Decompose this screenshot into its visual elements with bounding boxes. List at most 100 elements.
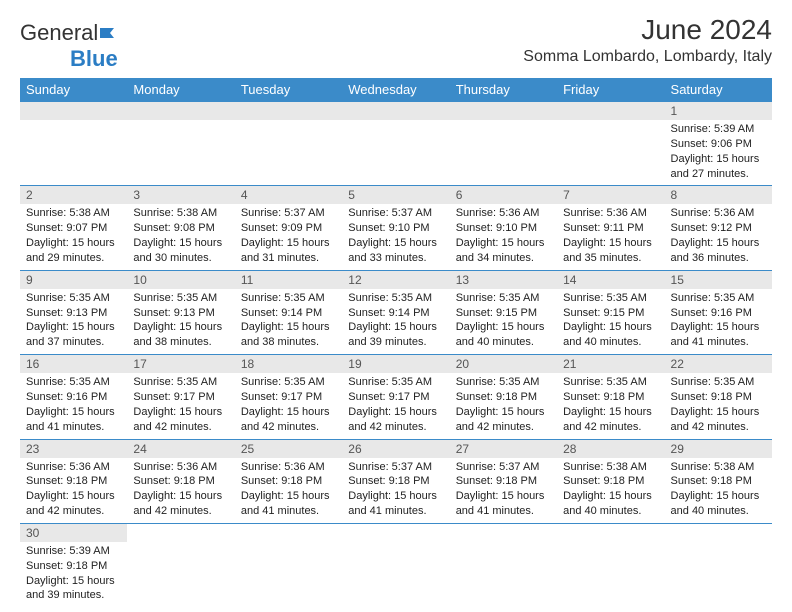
day-content: Sunrise: 5:37 AMSunset: 9:18 PMDaylight:… — [342, 458, 449, 523]
logo-name1: General — [20, 20, 98, 45]
day-content: Sunrise: 5:39 AMSunset: 9:06 PMDaylight:… — [665, 120, 772, 185]
day-number: 14 — [557, 271, 664, 289]
day-number: 16 — [20, 355, 127, 373]
day-content: Sunrise: 5:36 AMSunset: 9:18 PMDaylight:… — [20, 458, 127, 523]
day-content: Sunrise: 5:37 AMSunset: 9:18 PMDaylight:… — [450, 458, 557, 523]
calendar-cell: 27Sunrise: 5:37 AMSunset: 9:18 PMDayligh… — [450, 439, 557, 523]
day-content: Sunrise: 5:37 AMSunset: 9:10 PMDaylight:… — [342, 204, 449, 269]
day-number: 26 — [342, 440, 449, 458]
calendar-cell — [342, 102, 449, 186]
calendar-cell: 11Sunrise: 5:35 AMSunset: 9:14 PMDayligh… — [235, 270, 342, 354]
calendar-cell: 23Sunrise: 5:36 AMSunset: 9:18 PMDayligh… — [20, 439, 127, 523]
calendar-row: 16Sunrise: 5:35 AMSunset: 9:16 PMDayligh… — [20, 355, 772, 439]
calendar-cell: 21Sunrise: 5:35 AMSunset: 9:18 PMDayligh… — [557, 355, 664, 439]
day-content: Sunrise: 5:35 AMSunset: 9:14 PMDaylight:… — [342, 289, 449, 354]
calendar-cell — [665, 523, 772, 607]
location: Somma Lombardo, Lombardy, Italy — [523, 48, 772, 66]
day-content: Sunrise: 5:38 AMSunset: 9:08 PMDaylight:… — [127, 204, 234, 269]
calendar-row: 1Sunrise: 5:39 AMSunset: 9:06 PMDaylight… — [20, 102, 772, 186]
day-content: Sunrise: 5:35 AMSunset: 9:13 PMDaylight:… — [20, 289, 127, 354]
day-content: Sunrise: 5:35 AMSunset: 9:16 PMDaylight:… — [665, 289, 772, 354]
calendar-cell: 4Sunrise: 5:37 AMSunset: 9:09 PMDaylight… — [235, 186, 342, 270]
calendar-cell: 20Sunrise: 5:35 AMSunset: 9:18 PMDayligh… — [450, 355, 557, 439]
day-number: 24 — [127, 440, 234, 458]
calendar-cell — [235, 102, 342, 186]
calendar-table: SundayMondayTuesdayWednesdayThursdayFrid… — [20, 78, 772, 607]
day-number — [127, 102, 234, 120]
day-number: 6 — [450, 186, 557, 204]
calendar-cell — [557, 523, 664, 607]
calendar-cell: 3Sunrise: 5:38 AMSunset: 9:08 PMDaylight… — [127, 186, 234, 270]
logo-text: GeneralBlue — [20, 20, 120, 72]
calendar-cell: 10Sunrise: 5:35 AMSunset: 9:13 PMDayligh… — [127, 270, 234, 354]
day-content: Sunrise: 5:36 AMSunset: 9:11 PMDaylight:… — [557, 204, 664, 269]
day-content: Sunrise: 5:38 AMSunset: 9:18 PMDaylight:… — [557, 458, 664, 523]
day-number: 12 — [342, 271, 449, 289]
month-title: June 2024 — [523, 14, 772, 46]
weekday-header-row: SundayMondayTuesdayWednesdayThursdayFrid… — [20, 78, 772, 102]
logo-name2: Blue — [70, 46, 118, 71]
day-number: 22 — [665, 355, 772, 373]
weekday-header: Friday — [557, 78, 664, 102]
calendar-cell: 13Sunrise: 5:35 AMSunset: 9:15 PMDayligh… — [450, 270, 557, 354]
calendar-cell: 2Sunrise: 5:38 AMSunset: 9:07 PMDaylight… — [20, 186, 127, 270]
day-content: Sunrise: 5:35 AMSunset: 9:13 PMDaylight:… — [127, 289, 234, 354]
day-number — [235, 102, 342, 120]
calendar-row: 23Sunrise: 5:36 AMSunset: 9:18 PMDayligh… — [20, 439, 772, 523]
weekday-header: Wednesday — [342, 78, 449, 102]
day-number: 15 — [665, 271, 772, 289]
calendar-cell: 8Sunrise: 5:36 AMSunset: 9:12 PMDaylight… — [665, 186, 772, 270]
calendar-cell: 14Sunrise: 5:35 AMSunset: 9:15 PMDayligh… — [557, 270, 664, 354]
day-number: 2 — [20, 186, 127, 204]
day-number: 28 — [557, 440, 664, 458]
calendar-cell: 15Sunrise: 5:35 AMSunset: 9:16 PMDayligh… — [665, 270, 772, 354]
calendar-body: 1Sunrise: 5:39 AMSunset: 9:06 PMDaylight… — [20, 102, 772, 608]
day-content: Sunrise: 5:35 AMSunset: 9:18 PMDaylight:… — [557, 373, 664, 438]
day-number: 11 — [235, 271, 342, 289]
day-number: 4 — [235, 186, 342, 204]
day-number: 5 — [342, 186, 449, 204]
day-number: 7 — [557, 186, 664, 204]
day-content: Sunrise: 5:37 AMSunset: 9:09 PMDaylight:… — [235, 204, 342, 269]
day-number: 21 — [557, 355, 664, 373]
calendar-cell — [20, 102, 127, 186]
day-content: Sunrise: 5:35 AMSunset: 9:17 PMDaylight:… — [342, 373, 449, 438]
day-number: 30 — [20, 524, 127, 542]
day-number: 20 — [450, 355, 557, 373]
calendar-cell: 5Sunrise: 5:37 AMSunset: 9:10 PMDaylight… — [342, 186, 449, 270]
day-number: 9 — [20, 271, 127, 289]
calendar-cell: 12Sunrise: 5:35 AMSunset: 9:14 PMDayligh… — [342, 270, 449, 354]
calendar-cell: 17Sunrise: 5:35 AMSunset: 9:17 PMDayligh… — [127, 355, 234, 439]
calendar-cell: 16Sunrise: 5:35 AMSunset: 9:16 PMDayligh… — [20, 355, 127, 439]
calendar-cell: 22Sunrise: 5:35 AMSunset: 9:18 PMDayligh… — [665, 355, 772, 439]
weekday-header: Saturday — [665, 78, 772, 102]
header: GeneralBlue June 2024 Somma Lombardo, Lo… — [20, 14, 772, 72]
calendar-cell — [450, 523, 557, 607]
day-content: Sunrise: 5:38 AMSunset: 9:07 PMDaylight:… — [20, 204, 127, 269]
day-number — [20, 102, 127, 120]
day-number — [557, 102, 664, 120]
day-number — [342, 102, 449, 120]
day-content: Sunrise: 5:35 AMSunset: 9:18 PMDaylight:… — [665, 373, 772, 438]
calendar-cell — [342, 523, 449, 607]
day-number: 23 — [20, 440, 127, 458]
day-content: Sunrise: 5:35 AMSunset: 9:17 PMDaylight:… — [235, 373, 342, 438]
calendar-row: 30Sunrise: 5:39 AMSunset: 9:18 PMDayligh… — [20, 523, 772, 607]
calendar-cell: 7Sunrise: 5:36 AMSunset: 9:11 PMDaylight… — [557, 186, 664, 270]
weekday-header: Thursday — [450, 78, 557, 102]
day-number: 25 — [235, 440, 342, 458]
day-content: Sunrise: 5:36 AMSunset: 9:18 PMDaylight:… — [127, 458, 234, 523]
day-content: Sunrise: 5:35 AMSunset: 9:16 PMDaylight:… — [20, 373, 127, 438]
day-content: Sunrise: 5:39 AMSunset: 9:18 PMDaylight:… — [20, 542, 127, 607]
day-number: 3 — [127, 186, 234, 204]
title-block: June 2024 Somma Lombardo, Lombardy, Ital… — [523, 14, 772, 66]
weekday-header: Monday — [127, 78, 234, 102]
calendar-row: 9Sunrise: 5:35 AMSunset: 9:13 PMDaylight… — [20, 270, 772, 354]
day-number: 27 — [450, 440, 557, 458]
flag-icon — [100, 20, 120, 34]
calendar-cell — [235, 523, 342, 607]
calendar-cell: 25Sunrise: 5:36 AMSunset: 9:18 PMDayligh… — [235, 439, 342, 523]
day-content: Sunrise: 5:38 AMSunset: 9:18 PMDaylight:… — [665, 458, 772, 523]
calendar-cell: 18Sunrise: 5:35 AMSunset: 9:17 PMDayligh… — [235, 355, 342, 439]
calendar-cell: 26Sunrise: 5:37 AMSunset: 9:18 PMDayligh… — [342, 439, 449, 523]
